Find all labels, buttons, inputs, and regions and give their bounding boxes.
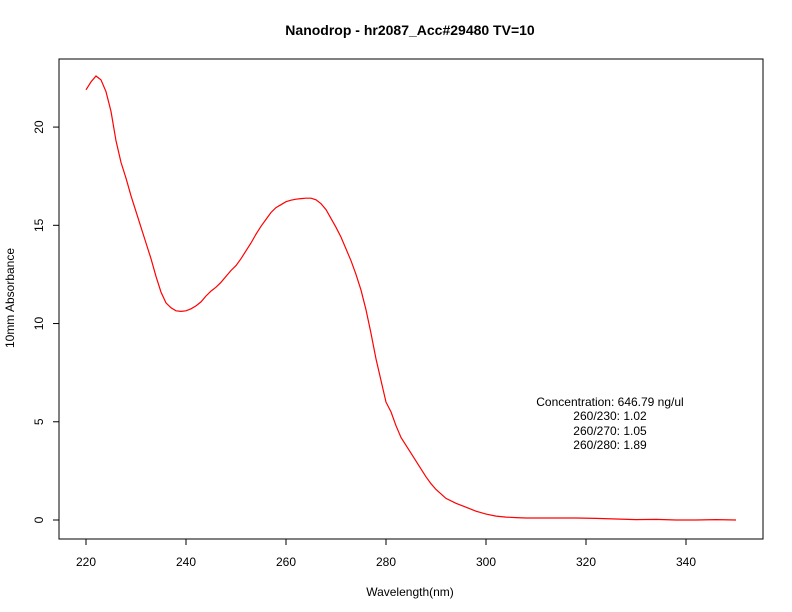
ratio-260-230-text: 260/230: 1.02 <box>573 409 647 423</box>
measurement-annotation: Concentration: 646.79 ng/ul 260/230: 1.0… <box>536 395 683 452</box>
ratio-260-280-text: 260/280: 1.89 <box>573 438 647 452</box>
x-axis: 220 240 260 280 300 320 340 <box>76 538 696 569</box>
x-tick-label: 260 <box>276 555 296 569</box>
concentration-text: Concentration: 646.79 ng/ul <box>536 395 683 409</box>
y-tick-label: 0 <box>32 516 46 523</box>
x-tick-label: 220 <box>76 555 96 569</box>
y-axis: 0 5 10 15 20 <box>32 120 60 523</box>
ratio-260-270-text: 260/270: 1.05 <box>573 424 647 438</box>
x-tick-label: 240 <box>176 555 196 569</box>
x-axis-label: Wavelength(nm) <box>366 585 454 599</box>
chart-title: Nanodrop - hr2087_Acc#29480 TV=10 <box>285 22 535 38</box>
y-tick-label: 20 <box>32 120 46 134</box>
y-tick-label: 5 <box>32 418 46 425</box>
y-axis-label: 10mm Absorbance <box>3 248 17 348</box>
x-tick-label: 300 <box>476 555 496 569</box>
x-tick-label: 280 <box>376 555 396 569</box>
x-tick-label: 340 <box>676 555 696 569</box>
y-tick-label: 15 <box>32 218 46 232</box>
absorbance-line <box>85 75 737 521</box>
y-tick-label: 10 <box>32 317 46 331</box>
x-tick-label: 320 <box>576 555 596 569</box>
